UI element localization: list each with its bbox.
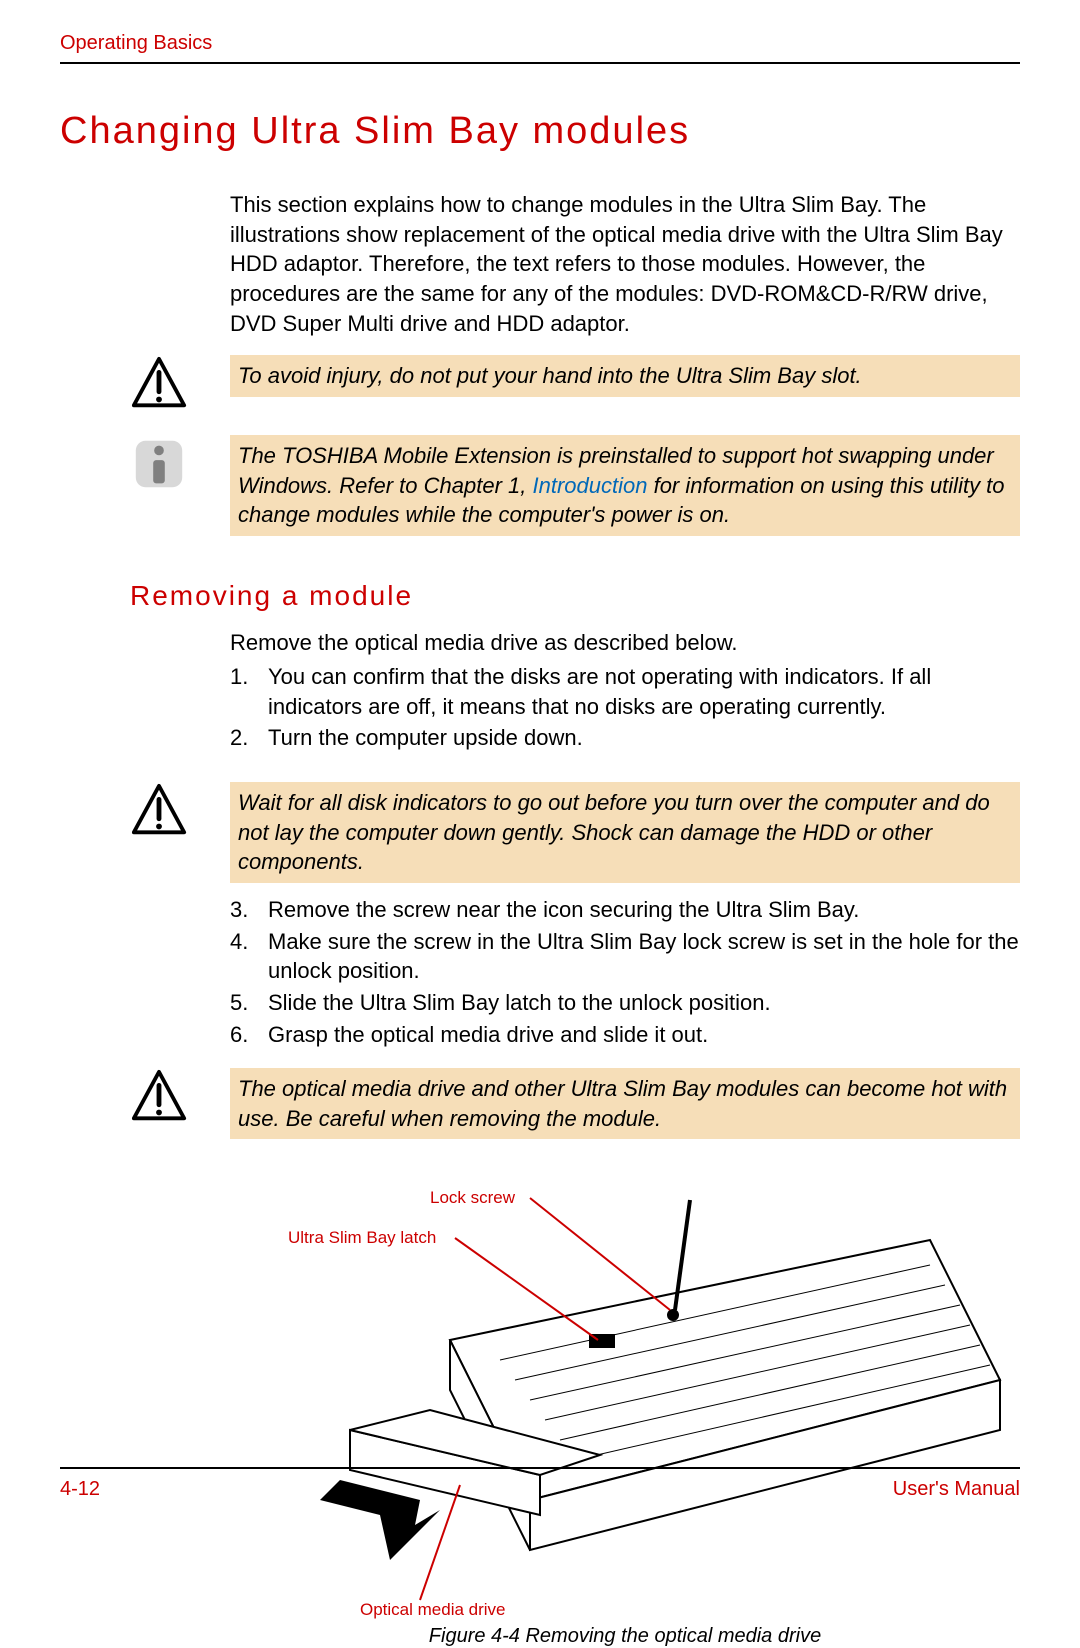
figure-label-latch: Ultra Slim Bay latch	[288, 1228, 436, 1248]
list-item: 4.Make sure the screw in the Ultra Slim …	[230, 927, 1020, 986]
list-number: 3.	[230, 895, 268, 925]
list-text: You can confirm that the disks are not o…	[268, 662, 1020, 721]
list-item: 1.You can confirm that the disks are not…	[230, 662, 1020, 721]
list-number: 5.	[230, 988, 268, 1018]
list-item: 3.Remove the screw near the icon securin…	[230, 895, 1020, 925]
figure-label-drive: Optical media drive	[360, 1600, 506, 1620]
rule-top	[60, 62, 1020, 64]
warning-text: Wait for all disk indicators to go out b…	[230, 782, 1020, 883]
list-number: 4.	[230, 927, 268, 986]
sub-heading: Removing a module	[130, 580, 413, 612]
warning-text: The optical media drive and other Ultra …	[230, 1068, 1020, 1139]
footer-manual-label: User's Manual	[893, 1478, 1020, 1501]
section-header: Operating Basics	[60, 32, 212, 55]
list-text: Grasp the optical media drive and slide …	[268, 1020, 1020, 1050]
figure-caption: Figure 4-4 Removing the optical media dr…	[230, 1625, 1020, 1648]
figure-removing-drive: Lock screw Ultra Slim Bay latch Optical …	[230, 1180, 1020, 1620]
rule-bottom	[60, 1467, 1020, 1469]
steps-list-a: 1.You can confirm that the disks are not…	[230, 662, 1020, 755]
intro-paragraph: This section explains how to change modu…	[230, 190, 1020, 338]
list-text: Slide the Ultra Slim Bay latch to the un…	[268, 988, 1020, 1018]
info-text: The TOSHIBA Mobile Extension is preinsta…	[230, 435, 1020, 536]
list-number: 2.	[230, 723, 268, 753]
list-item: 5.Slide the Ultra Slim Bay latch to the …	[230, 988, 1020, 1018]
list-text: Remove the screw near the icon securing …	[268, 895, 1020, 925]
list-text: Turn the computer upside down.	[268, 723, 1020, 753]
list-text: Make sure the screw in the Ultra Slim Ba…	[268, 927, 1020, 986]
warning-icon	[130, 782, 188, 840]
warning-icon	[130, 355, 188, 413]
info-icon	[130, 435, 188, 493]
list-item: 6.Grasp the optical media drive and slid…	[230, 1020, 1020, 1050]
page-number: 4-12	[60, 1478, 100, 1501]
warning-text: To avoid injury, do not put your hand in…	[230, 355, 1020, 397]
list-number: 1.	[230, 662, 268, 721]
figure-label-lock-screw: Lock screw	[430, 1188, 515, 1208]
list-item: 2.Turn the computer upside down.	[230, 723, 1020, 753]
steps-list-b: 3.Remove the screw near the icon securin…	[230, 895, 1020, 1051]
introduction-link[interactable]: Introduction	[533, 473, 648, 498]
page-title: Changing Ultra Slim Bay modules	[60, 110, 690, 153]
remove-intro: Remove the optical media drive as descri…	[230, 628, 1020, 658]
list-number: 6.	[230, 1020, 268, 1050]
warning-icon	[130, 1068, 188, 1126]
